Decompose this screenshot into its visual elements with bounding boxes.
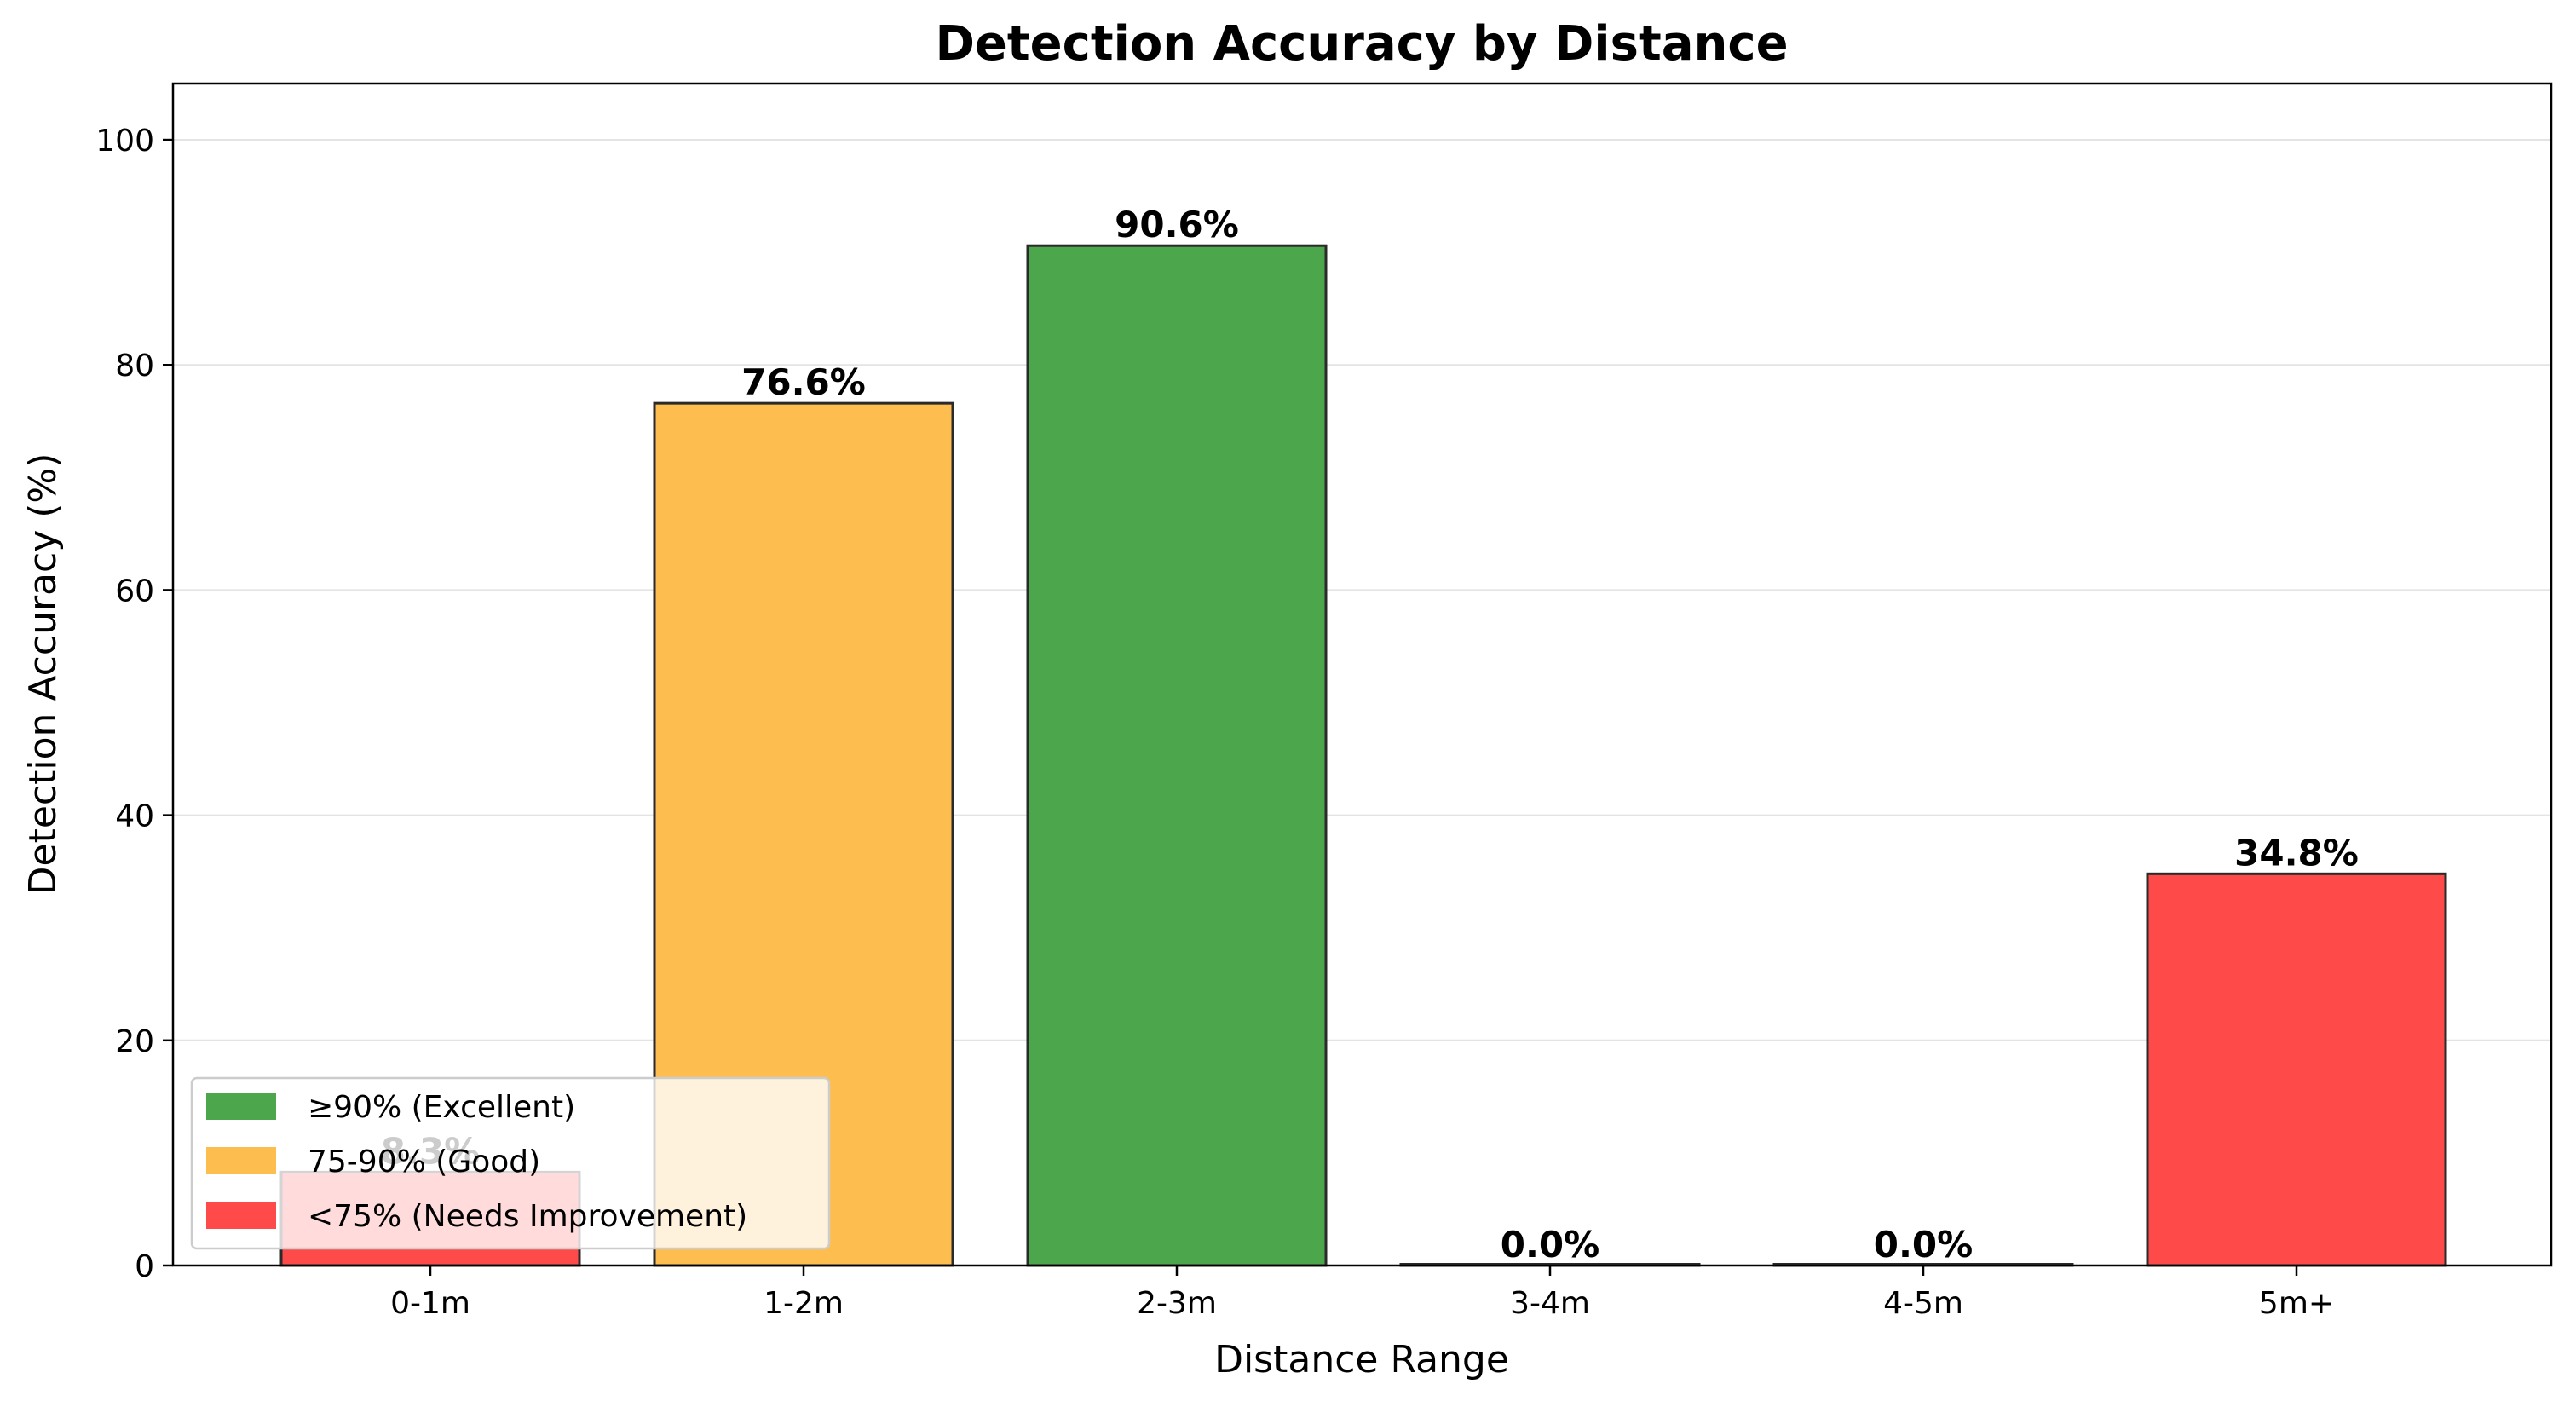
data-label-3-4m: 0.0%: [1501, 1224, 1599, 1266]
x-tick-label: 1-2m: [764, 1286, 844, 1321]
plot-frame: [171, 82, 2553, 1267]
x-axis: 0-1m 1-2m 2-3m 3-4m 4-5m 5m+: [390, 1266, 2334, 1321]
legend-swatch: [206, 1093, 276, 1120]
x-tick-label: 2-3m: [1137, 1286, 1217, 1321]
legend: ≥90% (Excellent) 75-90% (Good) <75% (Needs…: [190, 1076, 831, 1250]
x-tick-label: 5m+: [2259, 1286, 2334, 1321]
legend-label: 75-90% (Good): [308, 1145, 540, 1179]
y-tick-label: 80: [115, 349, 154, 383]
data-label-5m+: 34.8%: [2234, 832, 2359, 874]
data-label-4-5m: 0.0%: [1874, 1224, 1973, 1266]
y-tick-label: 0: [135, 1249, 154, 1284]
bar-2-3m: [1026, 244, 1328, 1267]
y-tick-label: 100: [95, 124, 154, 159]
legend-label: <75% (Needs Improvement): [308, 1199, 747, 1234]
bar-5m+: [2146, 872, 2447, 1267]
x-tick-label: 4-5m: [1883, 1286, 1963, 1321]
legend-swatch: [206, 1147, 276, 1174]
data-label-1-2m: 76.6%: [741, 361, 866, 403]
legend-label: ≥90% (Excellent): [308, 1090, 575, 1125]
y-tick-label: 60: [115, 574, 154, 608]
legend-swatch: [206, 1202, 276, 1229]
legend-box: [190, 1076, 831, 1250]
y-tick-label: 40: [115, 799, 154, 834]
data-label-2-3m: 90.6%: [1115, 204, 1239, 245]
x-tick-label: 3-4m: [1510, 1286, 1590, 1321]
y-tick-label: 20: [115, 1024, 154, 1059]
x-tick-label: 0-1m: [390, 1286, 470, 1321]
chart-title: Detection Accuracy by Distance: [935, 16, 1788, 72]
y-axis: 0 20 40 60 80 100: [95, 124, 173, 1284]
x-axis-label: Distance Range: [1214, 1338, 1509, 1381]
y-axis-label: Detection Accuracy (%): [21, 453, 65, 896]
